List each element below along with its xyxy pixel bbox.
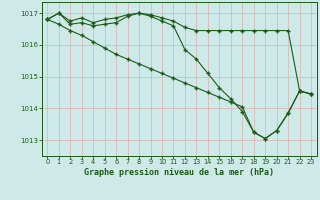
X-axis label: Graphe pression niveau de la mer (hPa): Graphe pression niveau de la mer (hPa) (84, 168, 274, 177)
